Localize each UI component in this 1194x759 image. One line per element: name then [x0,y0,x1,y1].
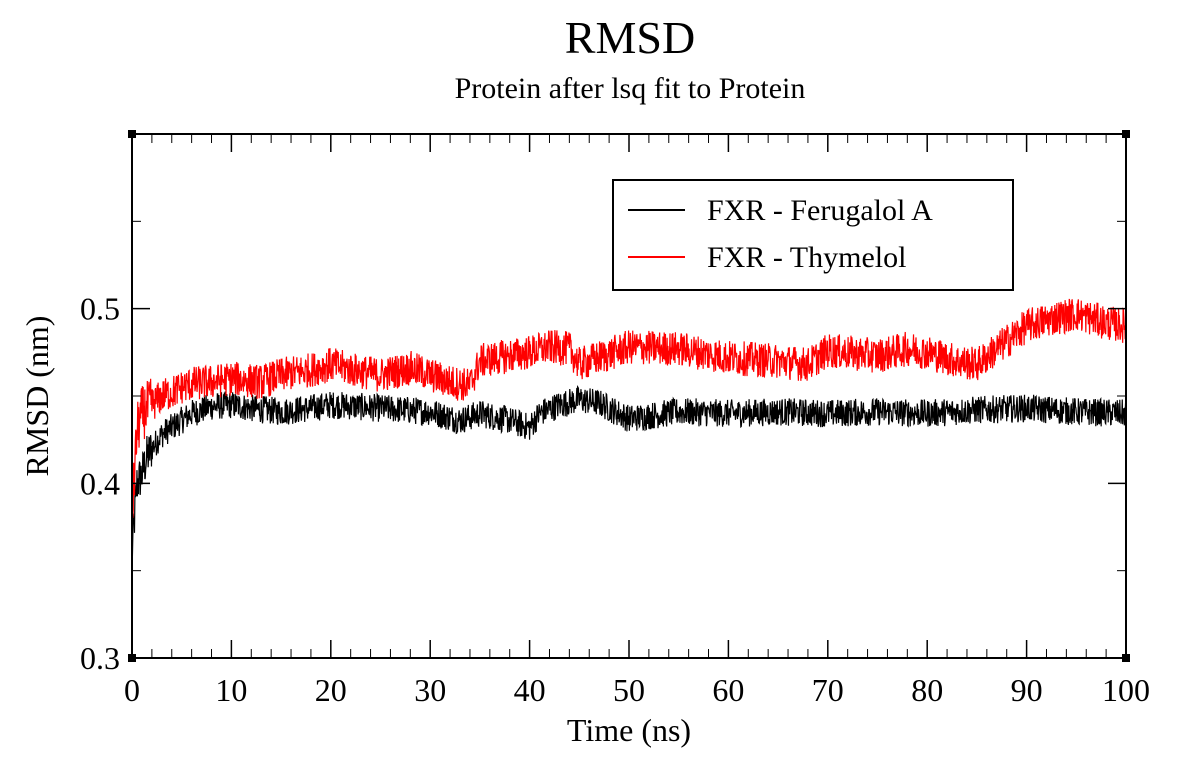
frame-corner-marker [1122,130,1130,138]
x-tick-label: 60 [712,672,744,708]
x-tick-label: 0 [124,672,140,708]
x-tick-label: 90 [1011,672,1043,708]
y-tick-label: 0.4 [80,465,120,501]
x-tick-label: 80 [911,672,943,708]
frame-corner-marker [128,654,136,662]
chart-title: RMSD [565,12,695,63]
chart-subtitle: Protein after lsq fit to Protein [455,72,806,105]
x-tick-label: 30 [414,672,446,708]
x-tick-label: 50 [613,672,645,708]
y-axis-label: RMSD (nm) [19,316,55,477]
axis-ticks [128,130,1130,662]
axis-tick-labels: 0 10 20 30 40 50 60 70 80 90 100 0.3 0.4 0.5 [80,291,1150,708]
frame-corner-marker [128,130,136,138]
legend-label-thymelol: FXR - Thymelol [707,241,906,274]
y-tick-label: 0.3 [80,640,120,676]
frame-corner-marker [1122,654,1130,662]
x-tick-label: 40 [514,672,546,708]
legend-label-ferugalol: FXR - Ferugalol A [707,194,933,227]
series-line-ferugalol-a [131,384,1127,557]
x-tick-label: 70 [812,672,844,708]
x-axis-label: Time (ns) [567,712,691,748]
x-tick-label: 20 [315,672,347,708]
x-tick-label: 100 [1102,672,1150,708]
y-tick-label: 0.5 [80,291,120,327]
legend: FXR - Ferugalol A FXR - Thymelol [612,179,1014,291]
series-line-thymelol [131,298,1127,522]
plot-series [131,298,1127,557]
x-tick-label: 10 [215,672,247,708]
legend-box [612,179,1014,291]
